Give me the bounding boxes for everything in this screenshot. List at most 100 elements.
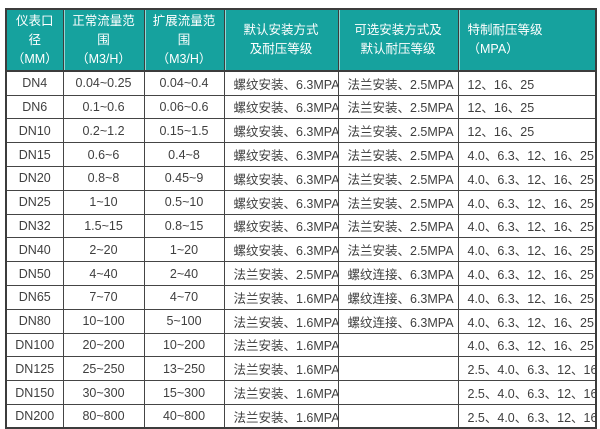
table-row: DN6 0.1~0.6 0.06~0.6 螺纹安装、6.3MPA 法兰安装、2.5MPA… <box>5 94 597 120</box>
header-line: （M3/H） <box>156 51 212 66</box>
table-cell: 4.0、6.3、12、16、25 <box>457 308 597 334</box>
header-line: 正常流量范围 <box>72 14 135 47</box>
table-cell: 1~20 <box>143 237 225 263</box>
table-cell: 法兰安装、1.6MPA <box>223 332 339 358</box>
header-line: 默认安装方式 <box>243 23 319 38</box>
cell-diameter: DN10 <box>5 118 64 144</box>
table-cell: 法兰安装、1.6MPA <box>223 308 339 334</box>
table-cell: 10~200 <box>143 332 225 358</box>
header-line: 特制耐压等级 <box>467 23 543 38</box>
table-cell: 螺纹安装、6.3MPA <box>223 142 339 167</box>
table-cell: 12、16、25 <box>457 70 597 96</box>
header-default-installation: 默认安装方式 及耐压等级 <box>223 9 338 73</box>
cell-diameter: DN6 <box>5 94 64 120</box>
table-cell: 0.04~0.25 <box>62 70 145 96</box>
table-cell: 4.0、6.3、12、16、25 <box>457 261 597 286</box>
table-body: DN4 0.04~0.25 0.04~0.4 螺纹安装、6.3MPA 法兰安装、2.5M… <box>5 70 597 429</box>
table-cell: 4.0、6.3、12、16、25 <box>457 332 597 358</box>
table-cell: 螺纹安装、6.3MPA <box>223 94 339 120</box>
table-cell: 0.1~0.6 <box>62 94 145 120</box>
table-cell: 法兰安装、1.6MPA <box>223 380 339 405</box>
table-cell: 0.45~9 <box>143 165 225 191</box>
table-cell: 法兰安装、2.5MPA <box>337 213 459 239</box>
table-cell: 2~40 <box>143 261 225 286</box>
table-cell: 法兰安装、2.5MPA <box>337 165 459 191</box>
header-diameter: 仪表口径 （MM） <box>6 9 63 73</box>
table-cell: 法兰安装、1.6MPA <box>223 284 339 310</box>
table-cell: 1.5~15 <box>62 213 145 239</box>
header-extended-flow-range: 扩展流量范围 （M3/H） <box>143 9 224 73</box>
table-row: DN32 1.5~15 0.8~15 螺纹安装、6.3MPA 法兰安装、2.5MPA 4.… <box>5 213 597 239</box>
cell-diameter: DN50 <box>5 261 64 286</box>
table-row: DN100 20~200 10~200 法兰安装、1.6MPA 4.0、6.3、12、1… <box>5 332 597 358</box>
table-header-row: 仪表口径 （MM） 正常流量范围 （M3/H） 扩展流量范围 （M3/H） 默认… <box>6 9 596 73</box>
table-cell: 0.6~6 <box>62 142 145 167</box>
table-cell <box>337 356 459 382</box>
header-line: （MPA） <box>467 42 519 57</box>
cell-diameter: DN150 <box>5 380 64 405</box>
table-cell: 0.2~1.2 <box>62 118 145 144</box>
cell-diameter: DN32 <box>5 213 64 239</box>
table-cell: 2.5、4.0、6.3、12、16 <box>457 356 597 382</box>
table-cell: 0.04~0.4 <box>143 70 225 96</box>
table-cell: 法兰安装、1.6MPA <box>223 403 339 429</box>
table-cell: 法兰安装、2.5MPA <box>223 261 339 286</box>
table-row: DN200 80~800 40~800 法兰安装、1.6MPA 2.5、4.0、6.3、… <box>5 403 597 429</box>
table-row: DN25 1~10 0.5~10 螺纹安装、6.3MPA 法兰安装、2.5MPA 4.0、… <box>5 189 597 215</box>
table-cell: 4.0、6.3、12、16、25 <box>457 189 597 215</box>
flow-meter-spec-table: 仪表口径 （MM） 正常流量范围 （M3/H） 扩展流量范围 （M3/H） 默认… <box>5 8 597 429</box>
header-line: 扩展流量范围 <box>152 14 216 47</box>
table-cell: 法兰安装、1.6MPA <box>223 356 339 382</box>
table-cell <box>337 380 459 405</box>
table-cell: 0.8~8 <box>62 165 145 191</box>
table-row: DN40 2~20 1~20 螺纹安装、6.3MPA 法兰安装、2.5MPA 4.0、6.… <box>5 237 597 263</box>
table-cell: 2~20 <box>62 237 145 263</box>
table-cell: 10~100 <box>62 308 145 334</box>
table-cell: 法兰安装、2.5MPA <box>337 70 459 96</box>
table-cell: 螺纹安装、6.3MPA <box>223 165 339 191</box>
cell-diameter: DN100 <box>5 332 64 358</box>
table-row: DN10 0.2~1.2 0.15~1.5 螺纹安装、6.3MPA 法兰安装、2.5MP… <box>5 118 597 144</box>
table-cell: 4.0、6.3、12、16、25 <box>457 213 597 239</box>
table-cell: 法兰安装、2.5MPA <box>337 189 459 215</box>
table-cell: 40~800 <box>143 403 225 429</box>
table-cell: 法兰安装、2.5MPA <box>337 142 459 167</box>
table-cell: 0.15~1.5 <box>143 118 225 144</box>
table-cell: 4.0、6.3、12、16、25 <box>457 142 597 167</box>
table-cell: 20~200 <box>62 332 145 358</box>
header-line: 默认耐压等级 <box>360 42 436 57</box>
table-cell: 13~250 <box>143 356 225 382</box>
table-cell: 12、16、25 <box>457 94 597 120</box>
table-cell: 螺纹连接、6.3MPA <box>337 261 459 286</box>
table-cell: 15~300 <box>143 380 225 405</box>
table-row: DN20 0.8~8 0.45~9 螺纹安装、6.3MPA 法兰安装、2.5MPA 4.0… <box>5 165 597 191</box>
table-cell: 螺纹安装、6.3MPA <box>223 118 339 144</box>
header-line: 及耐压等级 <box>249 42 313 57</box>
table-cell: 螺纹安装、6.3MPA <box>223 237 339 263</box>
cell-diameter: DN200 <box>5 403 64 429</box>
table-row: DN150 30~300 15~300 法兰安装、1.6MPA 2.5、4.0、6.3、… <box>5 380 597 405</box>
header-optional-installation: 可选安装方式及 默认耐压等级 <box>337 9 458 73</box>
table-cell: 7~70 <box>62 284 145 310</box>
table-row: DN15 0.6~6 0.4~8 螺纹安装、6.3MPA 法兰安装、2.5MPA 4.0、… <box>5 142 597 167</box>
table-row: DN50 4~40 2~40 法兰安装、2.5MPA 螺纹连接、6.3MPA 4.0、6.… <box>5 261 597 286</box>
cell-diameter: DN15 <box>5 142 64 167</box>
table-cell: 4.0、6.3、12、16、25 <box>457 165 597 191</box>
table-cell: 0.8~15 <box>143 213 225 239</box>
cell-diameter: DN65 <box>5 284 64 310</box>
table-cell: 法兰安装、2.5MPA <box>337 118 459 144</box>
table-cell: 螺纹连接、6.3MPA <box>337 308 459 334</box>
table-cell: 5~100 <box>143 308 225 334</box>
spec-sheet-page: 仪表口径 （MM） 正常流量范围 （M3/H） 扩展流量范围 （M3/H） 默认… <box>5 8 597 429</box>
table-cell <box>337 403 459 429</box>
header-line: 仪表口径 <box>15 14 54 47</box>
table-cell: 螺纹安装、6.3MPA <box>223 70 339 96</box>
cell-diameter: DN80 <box>5 308 64 334</box>
cell-diameter: DN20 <box>5 165 64 191</box>
table-cell: 4~40 <box>62 261 145 286</box>
table-row: DN65 7~70 4~70 法兰安装、1.6MPA 螺纹连接、6.3MPA 4.0、6.… <box>5 284 597 310</box>
table-cell: 法兰安装、2.5MPA <box>337 94 459 120</box>
header-special-pressure-rating: 特制耐压等级 （MPA） <box>457 9 596 73</box>
table-cell: 4~70 <box>143 284 225 310</box>
table-cell: 4.0、6.3、12、16、25 <box>457 237 597 263</box>
